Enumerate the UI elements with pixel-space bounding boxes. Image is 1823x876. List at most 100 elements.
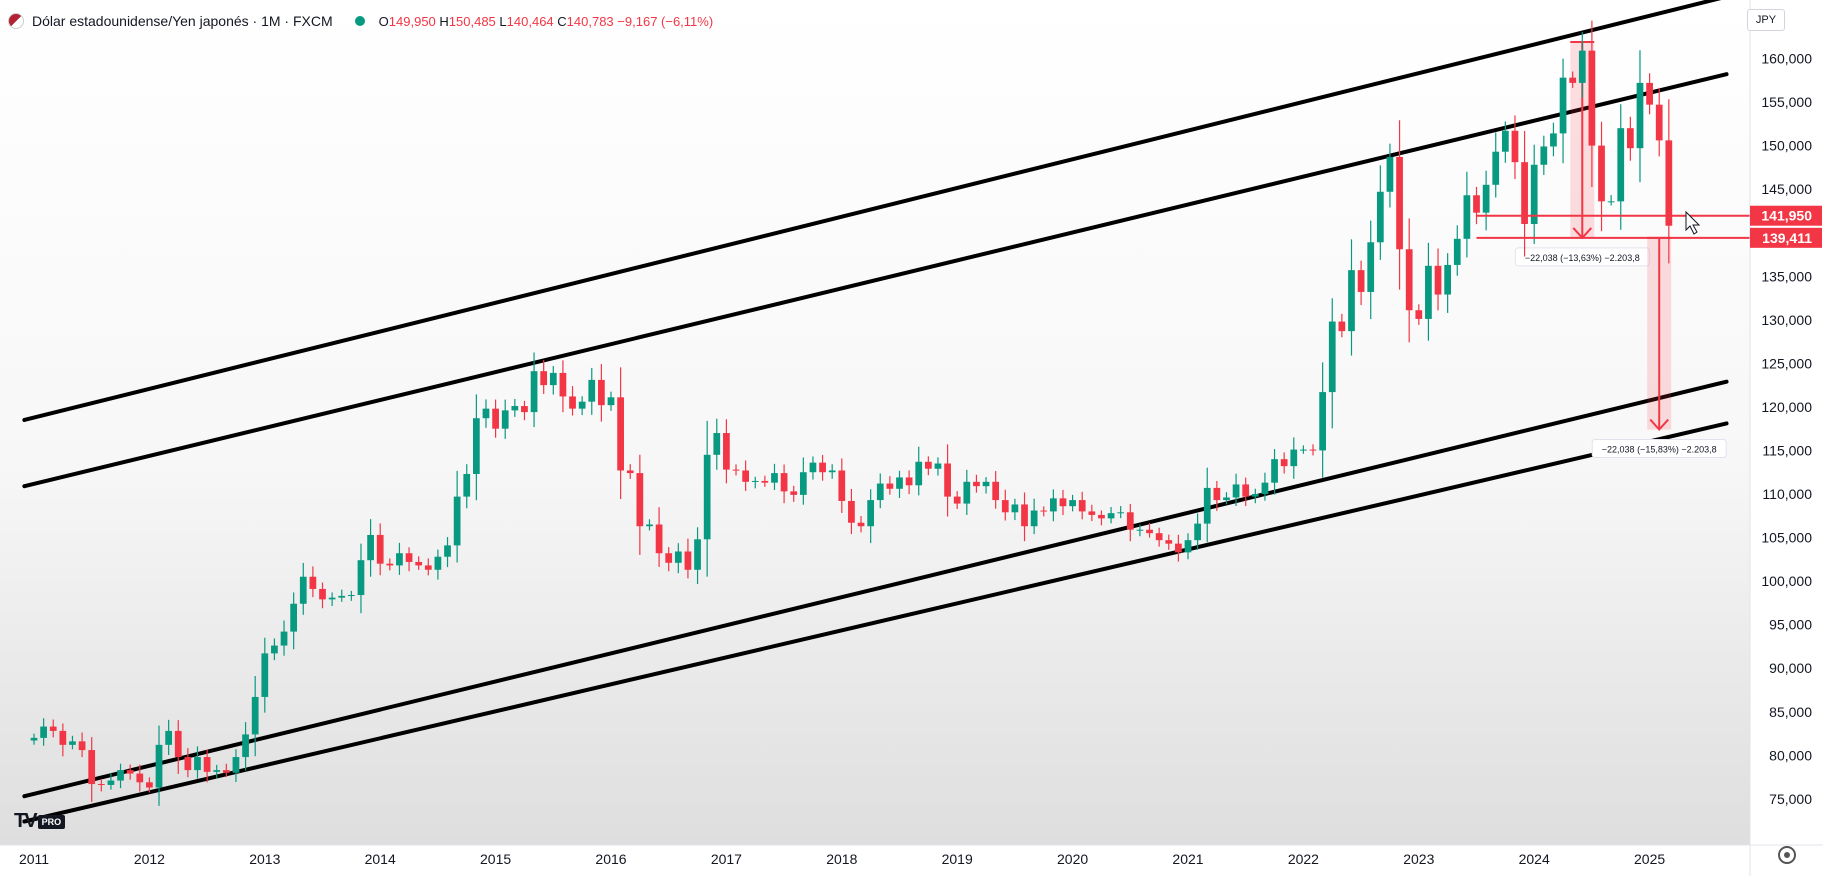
candle[interactable] [1569,77,1577,83]
candle[interactable] [328,597,336,600]
candle[interactable] [1665,140,1673,226]
candle[interactable] [1175,543,1182,553]
candle[interactable] [684,551,692,570]
candle[interactable] [1319,392,1326,451]
candle[interactable] [598,379,605,406]
candle[interactable] [1550,133,1557,147]
candle[interactable] [146,782,153,788]
candle[interactable] [982,481,990,487]
candle[interactable] [1473,195,1480,213]
candle[interactable] [1069,500,1076,507]
candle[interactable] [309,576,317,589]
candle[interactable] [732,469,740,471]
candle[interactable] [1271,459,1278,483]
candle[interactable] [1040,510,1048,512]
candle[interactable] [1117,512,1125,514]
candle[interactable] [1463,195,1471,239]
candle[interactable] [1521,162,1528,224]
candle[interactable] [886,483,894,489]
candle[interactable] [1434,265,1442,295]
channel-line-2[interactable] [22,72,1729,489]
candle[interactable] [819,462,826,473]
candle[interactable] [674,551,682,563]
candle[interactable] [780,473,788,492]
time-axis[interactable]: 2011 2012 2013 2014 2015 2016 2017 2018 2019 2020… [19,851,1665,867]
candle[interactable] [751,480,759,482]
candle[interactable] [222,770,230,773]
candle[interactable] [1194,523,1201,541]
candle[interactable] [761,480,769,483]
candle[interactable] [838,470,846,501]
candle[interactable] [944,463,951,497]
candle[interactable] [30,737,38,741]
candle[interactable] [453,496,461,546]
candle[interactable] [1598,145,1605,202]
candle[interactable] [376,534,384,564]
candle[interactable] [1309,449,1317,451]
candle[interactable] [790,491,798,495]
candle[interactable] [626,470,634,474]
candle[interactable] [1588,50,1596,146]
candle[interactable] [415,561,423,566]
candle[interactable] [1540,146,1548,165]
candle[interactable] [617,397,624,471]
candle[interactable] [1578,50,1586,83]
candle[interactable] [1261,482,1269,494]
candle[interactable] [1021,504,1028,527]
channel-line-4[interactable] [22,421,1729,824]
candle[interactable] [261,653,269,697]
price-axis[interactable]: 160,000155,000150,000145,000140,000135,0… [1750,51,1822,807]
candle[interactable] [646,524,653,527]
candle[interactable] [742,470,749,482]
candle[interactable] [607,397,615,406]
candle[interactable] [271,645,278,654]
candle[interactable] [713,433,721,455]
candle[interactable] [280,631,288,646]
candle[interactable] [1357,270,1365,292]
candle[interactable] [1511,130,1519,163]
candle[interactable] [69,741,76,745]
candle[interactable] [1501,130,1509,152]
candle[interactable] [1453,238,1461,265]
candle[interactable] [444,545,451,557]
candle[interactable] [665,553,673,563]
candle[interactable] [1348,270,1355,332]
candle[interactable] [501,410,509,429]
candle[interactable] [78,741,86,751]
candle[interactable] [40,726,47,738]
candle[interactable] [213,770,221,772]
candle[interactable] [1492,151,1500,185]
candle[interactable] [203,757,211,772]
candle[interactable] [549,372,557,386]
candle[interactable] [1165,540,1173,544]
candle[interactable] [107,780,115,785]
candle[interactable] [1328,321,1336,393]
candle[interactable] [636,473,644,527]
candle[interactable] [88,750,96,785]
tradingview-logo[interactable]: TV PRO [14,810,66,833]
candle[interactable] [1050,498,1057,512]
candle[interactable] [1444,264,1452,295]
candle[interactable] [1242,484,1250,497]
candle[interactable] [1146,529,1153,534]
candle[interactable] [319,588,326,600]
candle[interactable] [540,371,548,386]
candle[interactable] [896,477,903,489]
candle[interactable] [49,726,57,731]
candle[interactable] [1482,184,1490,213]
candle[interactable] [1530,164,1538,224]
candle[interactable] [1607,201,1615,203]
candle[interactable] [1213,487,1221,501]
channel-line-3[interactable] [22,379,1729,799]
candle[interactable] [1155,533,1163,541]
candle[interactable] [1280,459,1288,467]
candle[interactable] [1386,156,1394,192]
candle[interactable] [953,496,961,504]
candle[interactable] [1617,128,1625,202]
candle[interactable] [473,418,480,474]
candle[interactable] [828,470,836,473]
candle[interactable] [1290,449,1298,467]
candle[interactable] [1011,504,1019,513]
candle[interactable] [867,500,875,527]
candle[interactable] [347,595,355,597]
